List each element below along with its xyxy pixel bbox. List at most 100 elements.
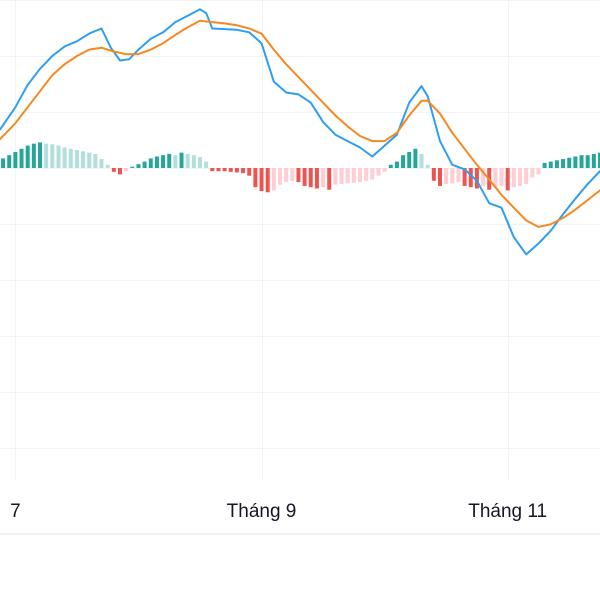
histogram-bar (561, 159, 566, 168)
histogram-bar (573, 156, 578, 168)
histogram-bar (210, 168, 215, 172)
histogram-bar (68, 148, 73, 168)
histogram-bar (31, 143, 36, 168)
histogram-bar (419, 153, 424, 168)
histogram-bar (450, 168, 455, 184)
histogram-bar (247, 168, 252, 176)
histogram-bar (598, 152, 600, 168)
histogram-bar (431, 168, 436, 181)
histogram-bar (234, 168, 239, 173)
histogram-bar (185, 153, 190, 168)
histogram-bar (579, 155, 584, 168)
histogram (1, 142, 600, 193)
histogram-bar (25, 145, 30, 168)
histogram-bar (438, 168, 442, 186)
histogram-bar (136, 164, 141, 168)
histogram-bar (44, 143, 49, 168)
histogram-bar (271, 168, 276, 191)
histogram-bar (376, 168, 381, 176)
histogram-bar (321, 168, 326, 188)
histogram-bar (481, 168, 486, 186)
histogram-bar (425, 164, 430, 168)
histogram-bar (62, 147, 67, 168)
histogram-bar (265, 168, 270, 193)
signal-line (0, 19, 600, 228)
histogram-bar (173, 155, 178, 168)
histogram-bar (333, 168, 338, 185)
histogram-bar (228, 168, 233, 172)
histogram-bar (401, 155, 406, 168)
histogram-bar (493, 168, 498, 188)
histogram-bar (259, 168, 264, 192)
histogram-bar (216, 168, 221, 172)
histogram-bar (7, 155, 12, 168)
histogram-bar (93, 153, 98, 168)
x-tick-label: Tháng 11 (468, 501, 547, 522)
histogram-bar (382, 168, 387, 172)
histogram-bar (585, 155, 590, 168)
histogram-bar (154, 156, 159, 168)
histogram-bar (554, 160, 559, 168)
histogram-bar (81, 151, 86, 168)
histogram-bar (87, 152, 92, 168)
histogram-bar (462, 168, 467, 186)
histogram-bar (296, 168, 301, 183)
histogram-bar (511, 168, 516, 188)
histogram-bar (413, 148, 418, 168)
histogram-bar (124, 168, 129, 172)
macd-line (0, 8, 600, 256)
histogram-bar (394, 161, 399, 168)
histogram-bar (505, 168, 510, 191)
histogram-bar (339, 168, 344, 184)
histogram-bar (345, 168, 350, 184)
histogram-bar (327, 168, 332, 190)
histogram-bar (530, 168, 535, 178)
histogram-bar (284, 168, 289, 183)
histogram-bar (524, 168, 529, 184)
histogram-bar (179, 152, 184, 168)
histogram-bar (99, 159, 104, 168)
x-axis-ticks: 7 Tháng 9 Tháng 11 (10, 501, 547, 522)
histogram-bar (142, 161, 147, 168)
histogram-bar (314, 168, 319, 189)
histogram-bar (370, 168, 375, 180)
histogram-bar (444, 168, 449, 184)
histogram-bar (161, 155, 166, 168)
histogram-bar (204, 161, 209, 168)
histogram-bar (567, 157, 572, 168)
histogram-bar (358, 168, 362, 183)
histogram-bar (302, 168, 307, 186)
histogram-bar (111, 168, 116, 172)
histogram-bar (548, 161, 553, 168)
histogram-bar (407, 152, 412, 168)
histogram-bar (74, 150, 79, 168)
histogram-bar (536, 168, 541, 175)
histogram-bar (364, 168, 369, 181)
histogram-bar (38, 142, 42, 168)
histogram-bar (456, 168, 461, 183)
histogram-bar (499, 168, 504, 186)
histogram-bar (253, 168, 258, 188)
histogram-bar (13, 152, 18, 168)
histogram-bar (308, 168, 313, 188)
grid (0, 0, 600, 480)
histogram-bar (148, 158, 153, 168)
histogram-bar (1, 158, 6, 168)
histogram-bar (130, 166, 135, 168)
histogram-bar (518, 168, 522, 186)
histogram-bar (222, 168, 227, 172)
histogram-bar (167, 153, 172, 168)
histogram-bar (198, 157, 202, 168)
histogram-bar (191, 155, 196, 168)
histogram-bar (290, 168, 295, 181)
histogram-bar (105, 164, 110, 168)
x-tick-label: 7 (10, 501, 21, 522)
histogram-bar (19, 148, 24, 168)
histogram-bar (474, 168, 479, 189)
histogram-bar (542, 162, 547, 168)
histogram-bar (591, 153, 596, 168)
histogram-bar (50, 144, 55, 168)
series-lines (0, 8, 600, 256)
histogram-bar (278, 168, 282, 185)
